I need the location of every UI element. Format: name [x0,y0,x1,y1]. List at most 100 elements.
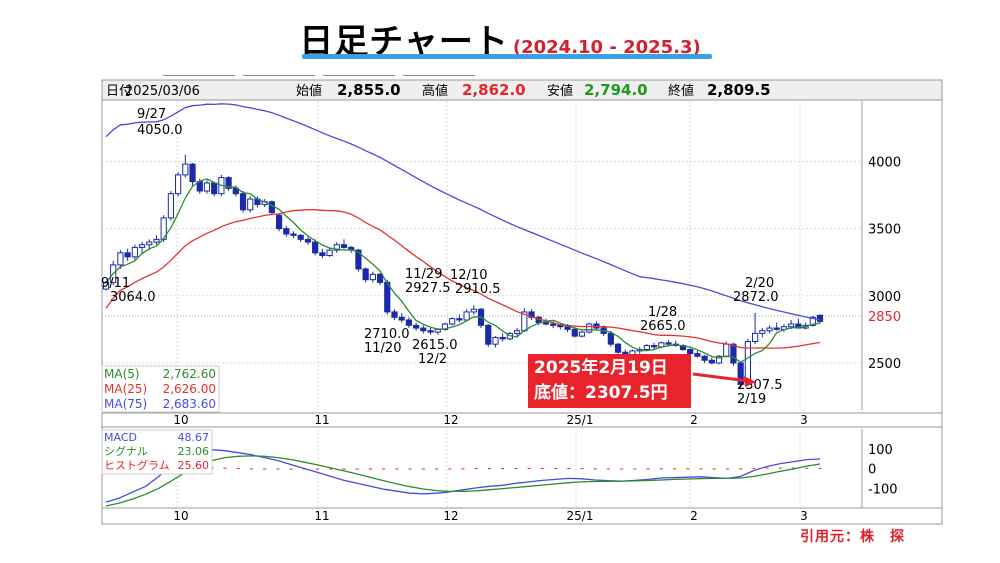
candle-body [153,238,160,243]
histogram-bar [355,468,359,470]
histogram-bar [712,468,716,470]
histogram-bar [686,468,690,470]
annotation-date: 12/2 [418,352,447,367]
candle-body [485,324,492,345]
macd-line [105,449,821,503]
ohlc-close-label: 終値 [668,83,694,99]
candle-body [694,353,701,357]
candle-body [499,336,506,340]
ohlc-open: 2,855.0 [337,81,401,99]
histogram-bar [342,468,346,470]
candle-body [449,318,456,325]
ohlc-high-label: 高値 [422,83,448,99]
candle-body [398,316,405,321]
annotation-date: 12/10 [450,268,487,283]
macd-legend [101,429,213,475]
candle-body [146,241,153,246]
histogram-bar [646,468,650,470]
histogram-bar [395,468,399,470]
candle-body [175,174,182,195]
candle-body [275,214,283,230]
ohlc-date-label: 日付 [106,84,132,99]
candle-body [326,249,333,256]
ma-legend [101,365,220,413]
y-tick-label: 3500 [868,223,901,238]
candle-body [340,244,348,248]
citation: 引用元：株 探 [800,529,905,545]
candle-body [651,345,658,348]
histogram-bar [289,468,293,470]
ma5-line [105,178,821,363]
candle-body [492,336,499,345]
histogram-bar [487,468,491,470]
histogram-bar [633,468,637,470]
ma-legend-value: 2,683.60 [163,397,216,411]
macd-x-tick: 25/1 [567,509,594,523]
title-underline [302,54,712,59]
current-price-label: 2850 [868,310,901,325]
histogram-bar [448,468,452,470]
candle-body [405,319,413,326]
candle-body [160,217,167,240]
candle-body [117,252,124,266]
annotation-value: 4050.0 [137,123,183,138]
candle-body [362,268,369,281]
callout-line2: 底値：2307.5円 [534,383,668,403]
histogram-bar [514,468,518,470]
histogram-bar [329,468,333,470]
annotation-value: 3064.0 [110,290,156,305]
annotation-value: 2910.5 [455,282,501,297]
candle-body [708,359,715,364]
y-tick-label: 3000 [868,290,901,305]
candle-body [643,345,651,351]
macd-legend-value: 25.60 [178,459,210,472]
signal-line [105,455,821,507]
histogram-bar [501,468,505,470]
candle-body [355,249,362,270]
candle-body [312,241,319,254]
annotation-date: 2/20 [745,276,774,291]
annotation-date: 11/29 [405,267,442,282]
candle-body [751,332,759,342]
histogram-bar [540,467,544,469]
candle-body [304,238,312,243]
annotation-value: 2615.0 [412,338,458,353]
histogram-bar [474,468,478,470]
macd-x-tick: 2 [690,509,698,523]
ma-legend-name: MA(25) [104,382,147,396]
candle-body [297,234,304,240]
callout-arrow [692,372,749,383]
candle-body [687,349,694,355]
annotation-value: 2927.5 [405,281,451,296]
ohlc-date: 2025/03/06 [125,84,200,99]
histogram-bar [223,467,227,469]
candle-body [550,323,557,326]
candle-body [413,324,420,329]
candle-body [131,246,138,258]
ma-legend-name: MA(75) [104,397,147,411]
ohlc-open-label: 始値 [296,83,322,99]
histogram-bar [739,468,743,470]
annotation-date: 9/27 [137,107,166,122]
histogram-bar [527,467,531,469]
candle-body [391,311,398,318]
histogram-bar [580,468,584,470]
candle-body [578,331,586,337]
annotation-value: 2872.0 [733,290,779,305]
candle-body [795,323,802,329]
candle-body [773,327,780,330]
histogram-bar [408,468,412,470]
candle-body [189,163,196,183]
macd-x-tick: 12 [443,509,458,523]
chart-frame [101,79,943,525]
macd-legend-name: シグナル [104,444,148,458]
ma-legend-name: MA(5) [104,367,140,381]
candle-body [434,328,441,333]
histogram-bar [765,467,769,469]
candle-body [665,342,672,345]
candle-body [203,182,211,192]
x-tick-label: 12 [443,413,458,427]
candle-body [247,198,254,211]
histogram-bar [421,468,425,470]
candle-body [427,330,434,333]
